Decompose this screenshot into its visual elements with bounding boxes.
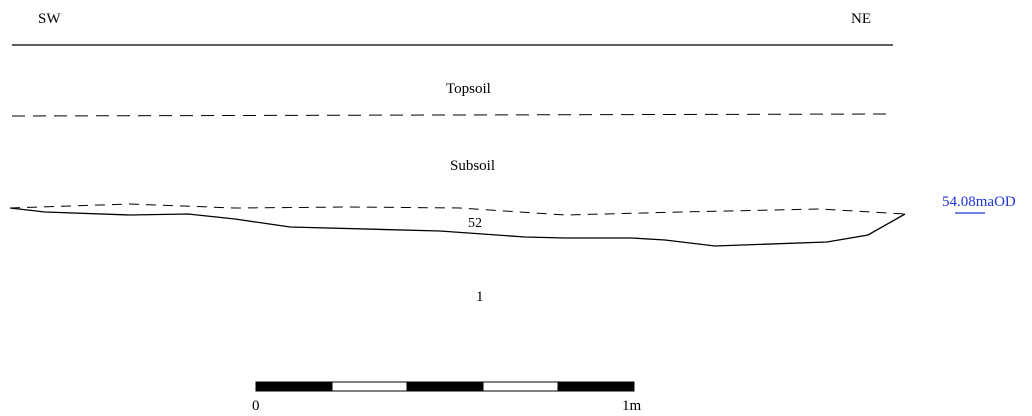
scale-bar-end-label: 1m [622,398,642,414]
subsoil-label: Subsoil [450,158,495,174]
context-1-label: 1 [476,289,484,305]
scale-bar [255,381,635,392]
scale-bar-segment-2 [331,381,408,392]
scale-bar-segment-4 [482,381,559,392]
orientation-ne-label: NE [851,11,871,27]
datum-label: 54.08maOD [942,194,1016,210]
context-52-label: 52 [468,216,482,231]
orientation-sw-label: SW [38,11,61,27]
scale-bar-segment-5 [557,381,635,392]
topsoil-label: Topsoil [446,81,491,97]
scale-bar-segment-3 [406,381,484,392]
subsoil-boundary-dashed-line [9,203,906,216]
scale-bar-segment-1 [255,381,333,392]
topsoil-boundary-dashed-line [11,113,887,117]
scale-bar-start-label: 0 [252,398,260,414]
cut-profile-line [9,207,906,247]
